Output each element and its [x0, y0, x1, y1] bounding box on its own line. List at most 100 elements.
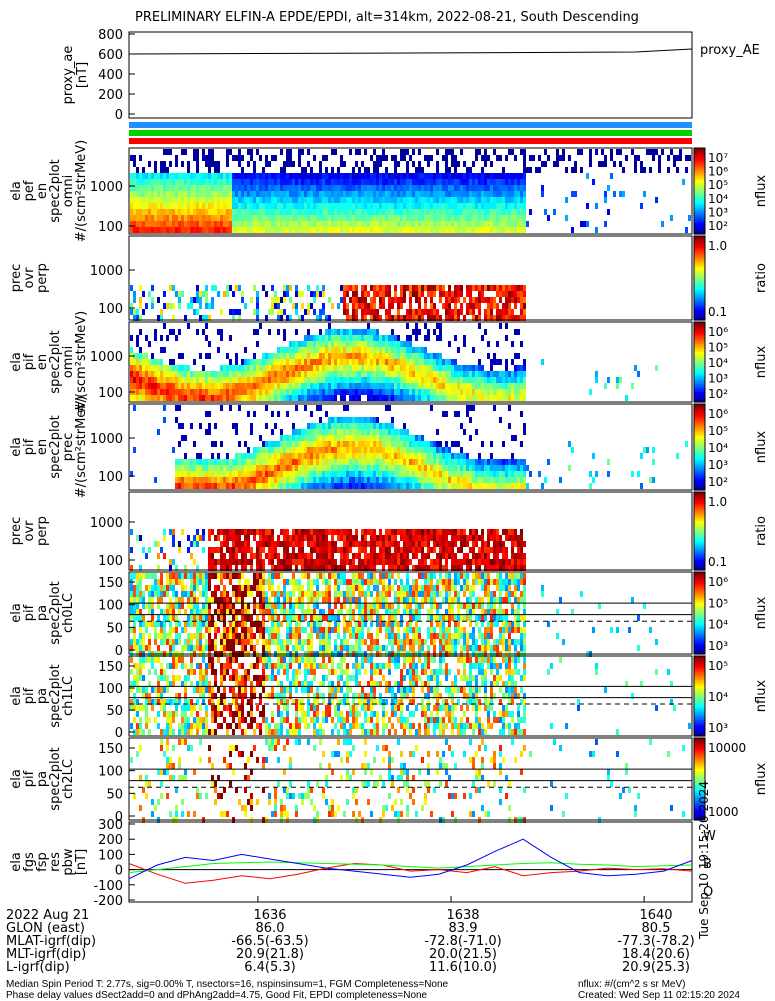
ela-pif-prec-cb-label: nflux	[754, 431, 769, 464]
ela-pef-omni-cell	[442, 203, 445, 209]
ela-pef-omni-cell	[499, 209, 502, 215]
ela-pif-prec-cell	[298, 447, 301, 453]
ela-pif-omni-cell	[334, 383, 337, 389]
ela-pif-ratio-cell	[232, 553, 235, 559]
ela-pef-omni-cell	[253, 191, 256, 197]
ela-pif-prec-cell	[403, 441, 406, 447]
ela-pif-prec-cell	[301, 465, 304, 471]
ela-pif-prec-cell	[475, 471, 478, 477]
ela-pif-omni-cell	[370, 329, 373, 335]
ela-pef-omni-cell	[319, 227, 322, 233]
ela-pif-prec-cell	[343, 477, 346, 483]
ela-pif-ratio-cell	[214, 547, 217, 553]
ela-pif-omni-cell	[379, 353, 382, 359]
ela-pef-omni-cell	[232, 209, 235, 215]
ela-pef-omni-cell	[331, 191, 334, 197]
ela-pef-omni-cell	[445, 203, 448, 209]
ela-pef-omni-cell	[403, 185, 406, 191]
ela-pef-omni-cell	[226, 155, 229, 161]
ela-pef-omni-cell	[652, 149, 655, 155]
ela-pif-omni-cell	[493, 371, 496, 377]
ela-pif-omni-cell	[283, 347, 286, 353]
ela-pif-omni-cell	[406, 383, 409, 389]
ela-pif-prec-cell	[229, 471, 232, 477]
ela-pif-prec-cell	[394, 465, 397, 471]
ela-pef-omni-cell	[220, 203, 223, 209]
ela-pif-omni-cell	[202, 365, 205, 371]
ela-pif-prec-cell	[388, 423, 391, 429]
ela-pef-omni-cell	[199, 191, 202, 197]
ela-pif-omni-cell	[157, 359, 160, 365]
ela-pef-omni-cell	[487, 191, 490, 197]
ela-pif-prec-cell	[316, 405, 319, 411]
ela-pef-omni-cell	[163, 149, 166, 155]
ela-pif-prec-cell	[469, 477, 472, 483]
ela-pif-omni-cell	[346, 347, 349, 353]
ela-pif-prec-cell	[454, 411, 457, 417]
ela-pef-omni-cell	[505, 227, 508, 233]
ela-pef-omni-cell	[376, 155, 379, 161]
ela-pif-prec-cell	[511, 465, 514, 471]
ela-pef-omni-cell	[268, 215, 271, 221]
ela-pef-omni-cell	[220, 221, 223, 227]
ela-pif-prec-cell	[334, 441, 337, 447]
ela-pif-ratio-cell	[328, 541, 331, 547]
ela-pif-omni-cell	[484, 389, 487, 395]
ela-pef-omni-cell	[430, 185, 433, 191]
ela-pef-omni-cell	[475, 227, 478, 233]
ela-pif-omni-cell	[403, 365, 406, 371]
ela-pef-omni-cell	[241, 203, 244, 209]
ela-pif-prec-cell	[211, 453, 214, 459]
ela-pef-ratio-heatmap	[130, 285, 526, 321]
ela-pef-ratio-cell	[340, 297, 343, 303]
ela-pif-prec-cell	[313, 435, 316, 441]
ela-pef-ratio-cell	[442, 303, 445, 309]
ela-pif-prec-cell	[310, 459, 313, 465]
ela-pef-omni-cell	[271, 203, 274, 209]
ela-pif-ratio-cell	[340, 547, 343, 553]
ela-pif-prec-cell	[490, 483, 493, 489]
ela-pef-omni-cell	[136, 179, 139, 185]
ela-pif-omni-cell	[376, 395, 379, 401]
ela-pif-prec-cell	[349, 477, 352, 483]
ela-pef-omni-cell	[523, 179, 526, 185]
ela-pif-omni-cell	[499, 395, 502, 401]
ela-pef-omni-cell	[436, 215, 439, 221]
ela-pif-prec-cell	[331, 459, 334, 465]
ela-pef-omni-cell	[481, 185, 484, 191]
ela-pif-ratio-cell	[313, 541, 316, 547]
ela-pef-omni-cell	[364, 221, 367, 227]
ela-pef-omni-cell	[448, 167, 451, 173]
ela-pef-omni-cell	[349, 227, 352, 233]
ela-pif-omni-cell	[226, 383, 229, 389]
ela-pif-prec-cell	[508, 405, 511, 411]
ela-pef-omni-cell	[154, 185, 157, 191]
ela-pef-omni-cell	[232, 221, 235, 227]
ela-pif-prec-cell	[439, 471, 442, 477]
ela-pef-omni-cell	[262, 215, 265, 221]
ela-pif-ratio-cell	[223, 553, 226, 559]
ela-pif-prec-cell	[355, 417, 358, 423]
ela-pef-omni-cell	[277, 227, 280, 233]
ela-pif-ratio-cell	[241, 559, 244, 565]
ela-pif-prec-cell	[508, 477, 511, 483]
ela-pif-prec-cell	[340, 429, 343, 435]
ela-pif-omni-cell	[133, 359, 136, 365]
ela-pif-omni-cell	[394, 389, 397, 395]
ela-pif-prec-cell	[487, 483, 490, 489]
ela-pif-prec-cell	[547, 459, 550, 465]
ela-pif-omni-cell	[469, 389, 472, 395]
ela-pif-omni-cell	[517, 353, 520, 359]
ela-pif-omni-cell	[259, 323, 262, 329]
ela-pif-prec-cell	[466, 453, 469, 459]
ela-pef-omni-cell	[262, 227, 265, 233]
ela-pef-omni-cell	[667, 155, 670, 161]
ela-pef-omni-cell	[208, 215, 211, 221]
ela-pif-prec-cell	[373, 441, 376, 447]
ela-pif-omni-cell	[460, 377, 463, 383]
ela-pef-omni-cell	[250, 185, 253, 191]
ela-pif-prec-cell	[301, 453, 304, 459]
ela-pif-omni-cell	[436, 335, 439, 341]
ela-pef-ratio-cell	[205, 303, 208, 309]
ela-pif-omni-cell	[265, 395, 268, 401]
